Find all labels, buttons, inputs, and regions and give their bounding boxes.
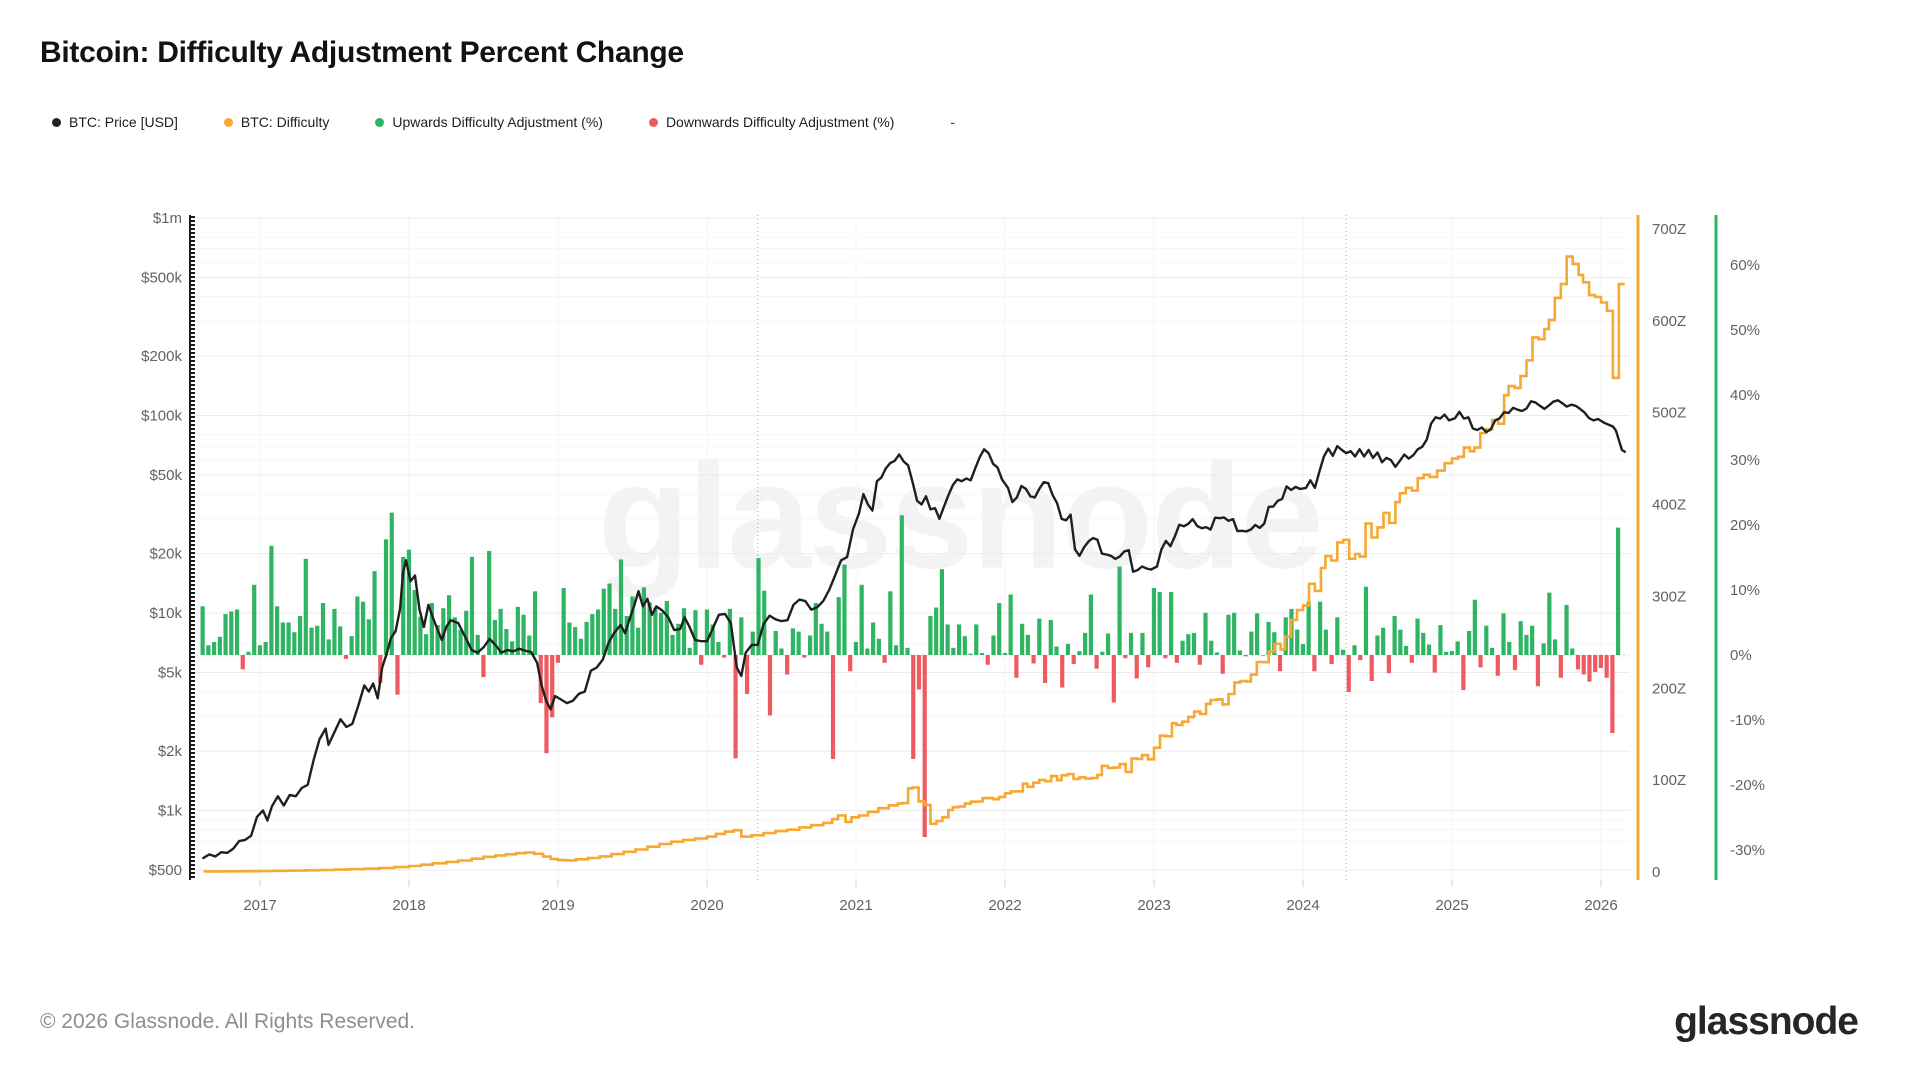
svg-text:2026: 2026 [1584, 897, 1617, 914]
svg-text:2017: 2017 [243, 897, 276, 914]
svg-text:2018: 2018 [392, 897, 425, 914]
svg-text:30%: 30% [1730, 452, 1760, 469]
legend-item-upwards-adjustment[interactable]: Upwards Difficulty Adjustment (%) [375, 114, 603, 130]
downwards-series-dot-icon [648, 117, 658, 127]
svg-text:300Z: 300Z [1652, 588, 1686, 605]
svg-text:400Z: 400Z [1652, 497, 1686, 514]
legend-item-price[interactable]: BTC: Price [USD] [52, 114, 178, 130]
svg-text:100Z: 100Z [1652, 772, 1686, 789]
legend-item-label: Downwards Difficulty Adjustment (%) [665, 114, 895, 130]
svg-text:$10k: $10k [149, 605, 182, 622]
svg-text:2023: 2023 [1137, 897, 1170, 914]
legend-item-label: BTC: Difficulty [240, 114, 330, 130]
svg-text:$500k: $500k [141, 270, 182, 287]
svg-text:-30%: -30% [1730, 842, 1765, 859]
page-title: Bitcoin: Difficulty Adjustment Percent C… [40, 36, 684, 69]
upwards-series-dot-icon [375, 117, 385, 127]
svg-text:$500: $500 [149, 862, 182, 879]
legend-trailing-dash: - [950, 114, 956, 130]
legend-item-label: BTC: Price [USD] [69, 114, 178, 130]
svg-text:200Z: 200Z [1652, 680, 1686, 697]
svg-text:$5k: $5k [158, 665, 183, 682]
legend-item-label: Upwards Difficulty Adjustment (%) [392, 114, 603, 130]
svg-text:$1k: $1k [158, 803, 183, 820]
legend-item-difficulty[interactable]: BTC: Difficulty [223, 114, 330, 130]
svg-text:$100k: $100k [141, 408, 182, 425]
svg-text:2025: 2025 [1435, 897, 1468, 914]
svg-text:$200k: $200k [141, 348, 182, 365]
svg-text:2024: 2024 [1286, 897, 1319, 914]
svg-text:50%: 50% [1730, 322, 1760, 339]
svg-text:2022: 2022 [988, 897, 1021, 914]
svg-text:0%: 0% [1730, 647, 1752, 664]
chart-legend: BTC: Price [USD] BTC: Difficulty Upwards… [52, 114, 955, 130]
svg-text:500Z: 500Z [1652, 405, 1686, 422]
svg-text:-20%: -20% [1730, 777, 1765, 794]
copyright-text: © 2026 Glassnode. All Rights Reserved. [40, 1010, 416, 1033]
svg-text:$2k: $2k [158, 743, 183, 760]
legend-item-downwards-adjustment[interactable]: Downwards Difficulty Adjustment (%) [648, 114, 895, 130]
svg-text:$50k: $50k [149, 467, 182, 484]
svg-text:$20k: $20k [149, 546, 182, 563]
svg-text:10%: 10% [1730, 582, 1760, 599]
svg-text:2021: 2021 [839, 897, 872, 914]
svg-text:2020: 2020 [690, 897, 723, 914]
glassnode-logo[interactable]: glassnode [1674, 1000, 1859, 1043]
svg-text:2019: 2019 [541, 897, 574, 914]
svg-text:20%: 20% [1730, 517, 1760, 534]
svg-text:600Z: 600Z [1652, 313, 1686, 330]
svg-text:0: 0 [1652, 864, 1660, 881]
svg-text:60%: 60% [1730, 257, 1760, 274]
svg-text:700Z: 700Z [1652, 221, 1686, 238]
price-series-dot-icon [52, 117, 61, 127]
svg-text:40%: 40% [1730, 387, 1760, 404]
difficulty-series-dot-icon [223, 117, 233, 127]
svg-text:-10%: -10% [1730, 712, 1765, 729]
svg-text:$1m: $1m [153, 210, 182, 227]
